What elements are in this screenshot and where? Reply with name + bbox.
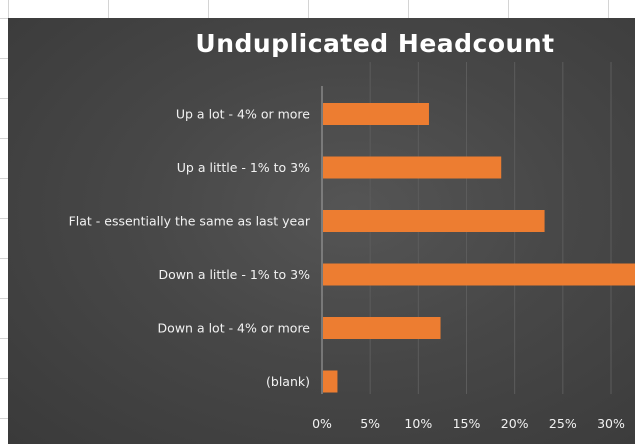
sheet-gridline — [0, 178, 8, 179]
chart-title: Unduplicated Headcount — [195, 29, 554, 58]
sheet-gridline — [108, 0, 109, 18]
sheet-gridline — [0, 58, 8, 59]
category-label: Up a little - 1% to 3% — [177, 160, 310, 175]
tick-label: 30% — [597, 416, 625, 431]
sheet-gridline — [0, 98, 8, 99]
sheet-gridline — [0, 378, 8, 379]
sheet-gridline — [0, 138, 8, 139]
x-tick-labels: 0% 5% 10% 15% 20% 25% 30% — [312, 416, 625, 431]
sheet-gridline — [0, 218, 8, 219]
bar-chart: Unduplicated Headcount Up a lot - 4% or … — [69, 29, 635, 431]
tick-label: 5% — [360, 416, 380, 431]
tick-label: 0% — [312, 416, 332, 431]
bar[interactable] — [323, 317, 441, 339]
bar[interactable] — [323, 263, 635, 286]
sheet-gridline — [0, 338, 8, 339]
sheet-gridline — [308, 0, 309, 18]
category-label: Down a little - 1% to 3% — [158, 267, 310, 282]
sheet-gridline — [0, 258, 8, 259]
sheet-gridline — [408, 0, 409, 18]
tick-label: 10% — [404, 416, 432, 431]
sheet-gridline — [0, 418, 8, 419]
bars — [323, 103, 635, 393]
bar[interactable] — [323, 103, 429, 125]
chart-area[interactable]: Unduplicated Headcount Up a lot - 4% or … — [8, 18, 635, 444]
bar[interactable] — [323, 156, 502, 179]
bar[interactable] — [323, 210, 545, 232]
tick-label: 25% — [549, 416, 577, 431]
sheet-gridline — [208, 0, 209, 18]
category-labels: Up a lot - 4% or more Up a little - 1% to… — [69, 107, 311, 390]
sheet-gridline — [608, 0, 609, 18]
category-label: Flat - essentially the same as last year — [69, 214, 311, 229]
bar[interactable] — [323, 370, 338, 393]
category-label: Up a lot - 4% or more — [176, 107, 310, 122]
sheet-gridline — [508, 0, 509, 18]
category-label: Down a lot - 4% or more — [158, 321, 311, 336]
tick-label: 15% — [453, 416, 481, 431]
sheet-gridline — [0, 298, 8, 299]
tick-label: 20% — [501, 416, 529, 431]
category-label: (blank) — [266, 374, 310, 389]
sheet-gridline — [8, 0, 9, 18]
sheet-gridline — [0, 18, 8, 19]
